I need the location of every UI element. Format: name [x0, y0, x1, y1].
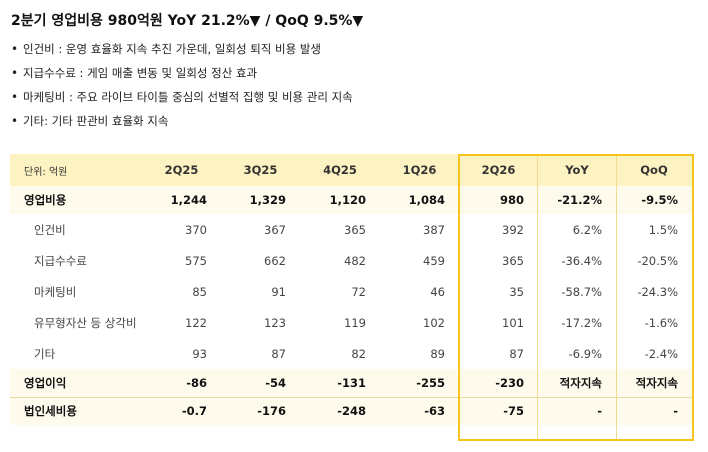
table-row: 영업이익 -86 -54 -131 -255 -230 적자지속 적자지속 — [10, 369, 692, 397]
cell: 적자지속 — [635, 375, 678, 390]
row-label: 기타 — [34, 346, 56, 361]
cell: 93 — [192, 346, 207, 361]
table-row: 기타 93 87 82 89 87 -6.9% -2.4% — [10, 338, 692, 369]
expense-table: 단위: 억원 2Q25 3Q25 4Q25 1Q26 2Q26 YoY QoQ … — [10, 154, 692, 425]
column-header: 1Q26 — [402, 163, 437, 177]
cell: 122 — [185, 315, 207, 330]
cell: -255 — [416, 375, 445, 390]
cell: 101 — [502, 315, 524, 330]
column-header: 3Q25 — [243, 163, 278, 177]
bullet-text: 인건비 : 운영 효율화 지속 추진 가운데, 일회성 퇴직 비용 발생 — [23, 42, 322, 56]
row-label: 마케팅비 — [34, 284, 77, 299]
cell: 적자지속 — [559, 375, 602, 390]
row-label: 인건비 — [34, 222, 66, 237]
cell: 119 — [344, 315, 366, 330]
bullet-dot-icon: • — [11, 66, 19, 80]
table-row: 법인세비용 -0.7 -176 -248 -63 -75 - - — [10, 396, 692, 425]
cell: 482 — [344, 253, 366, 268]
bullet-list: • 인건비 : 운영 효율화 지속 추진 가운데, 일회성 퇴직 비용 발생 • 지… — [11, 40, 353, 136]
cell: 89 — [430, 346, 445, 361]
row-label: 영업이익 — [24, 375, 67, 390]
table-row: 지급수수료 575 662 482 459 365 -36.4% -20.5% — [10, 245, 692, 276]
cell: 392 — [502, 222, 524, 237]
table-row: 영업비용 1,244 1,329 1,120 1,084 980 -21.2% … — [10, 186, 692, 214]
cell: -9.5% — [641, 193, 678, 207]
row-label: 지급수수료 — [34, 253, 87, 268]
cell: - — [616, 396, 692, 425]
bullet-text: 마케팅비 : 주요 라이브 타이틀 중심의 선별적 집행 및 비용 관리 지속 — [23, 90, 353, 104]
cell: 82 — [351, 346, 366, 361]
cell: - — [538, 396, 616, 425]
cell: -36.4% — [561, 253, 602, 268]
row-label: 법인세비용 — [10, 396, 142, 425]
cell: 365 — [502, 253, 524, 268]
column-header: YoY — [565, 163, 589, 177]
table-row: 유무형자산 등 상각비 122 123 119 102 101 -17.2% -… — [10, 307, 692, 338]
cell: 662 — [264, 253, 286, 268]
cell: -2.4% — [644, 346, 678, 361]
table-row: 마케팅비 85 91 72 46 35 -58.7% -24.3% — [10, 276, 692, 307]
cell: 87 — [271, 346, 286, 361]
cell: 459 — [423, 253, 445, 268]
table-header-row: 단위: 억원 2Q25 3Q25 4Q25 1Q26 2Q26 YoY QoQ — [10, 154, 692, 186]
cell: -1.6% — [644, 315, 678, 330]
bullet-text: 지급수수료 : 게임 매출 변동 및 일회성 정산 효과 — [23, 66, 258, 80]
unit-label: 단위: 억원 — [24, 166, 68, 178]
column-header: 4Q25 — [323, 163, 357, 177]
column-header: 2Q25 — [164, 163, 199, 177]
cell: 1,120 — [329, 193, 366, 207]
bullet-item: • 지급수수료 : 게임 매출 변동 및 일회성 정산 효과 — [11, 64, 353, 88]
cell: -75 — [459, 396, 538, 425]
cell: 367 — [264, 222, 286, 237]
cell: 91 — [271, 284, 286, 299]
bullet-text: 기타: 기타 판관비 효율화 지속 — [23, 114, 169, 128]
cell: 102 — [423, 315, 445, 330]
cell: 365 — [344, 222, 366, 237]
cell: 6.2% — [572, 222, 602, 237]
column-header: 2Q26 — [481, 163, 516, 177]
bullet-dot-icon: • — [11, 42, 19, 56]
cell: -20.5% — [637, 253, 678, 268]
cell: -176 — [221, 396, 300, 425]
cell: -248 — [300, 396, 380, 425]
cell: 72 — [351, 284, 366, 299]
cell: -58.7% — [561, 284, 602, 299]
page-title: 2분기 영업비용 980억원 YoY 21.2%▼ / QoQ 9.5%▼ — [11, 13, 364, 29]
cell: -230 — [495, 375, 524, 390]
cell: -21.2% — [557, 193, 602, 207]
column-divider — [616, 156, 617, 439]
table-row: 인건비 370 367 365 387 392 6.2% 1.5% — [10, 214, 692, 245]
cell: 46 — [430, 284, 445, 299]
cell: -131 — [337, 375, 366, 390]
cell: 370 — [185, 222, 207, 237]
bullet-item: • 인건비 : 운영 효율화 지속 추진 가운데, 일회성 퇴직 비용 발생 — [11, 40, 353, 64]
cell: 87 — [509, 346, 524, 361]
cell: 980 — [499, 193, 524, 207]
cell: 85 — [192, 284, 207, 299]
cell: 1,084 — [408, 193, 445, 207]
bullet-dot-icon: • — [11, 114, 19, 128]
bullet-item: • 마케팅비 : 주요 라이브 타이틀 중심의 선별적 집행 및 비용 관리 지속 — [11, 88, 353, 112]
cell: -6.9% — [568, 346, 602, 361]
row-label: 유무형자산 등 상각비 — [34, 315, 137, 330]
row-label: 영업비용 — [24, 193, 67, 207]
column-divider — [537, 156, 538, 439]
cell: 387 — [423, 222, 445, 237]
cell: 35 — [509, 284, 524, 299]
cell: 1,329 — [249, 193, 286, 207]
bullet-dot-icon: • — [11, 90, 19, 104]
cell: 575 — [185, 253, 207, 268]
cell: -0.7 — [142, 396, 221, 425]
column-header: QoQ — [640, 163, 668, 177]
bullet-item: • 기타: 기타 판관비 효율화 지속 — [11, 112, 353, 136]
cell: 1,244 — [170, 193, 207, 207]
cell: -17.2% — [561, 315, 602, 330]
cell: -24.3% — [637, 284, 678, 299]
cell: 1.5% — [648, 222, 678, 237]
cell: -54 — [265, 375, 286, 390]
cell: 123 — [264, 315, 286, 330]
cell: -86 — [186, 375, 207, 390]
cell: -63 — [380, 396, 459, 425]
